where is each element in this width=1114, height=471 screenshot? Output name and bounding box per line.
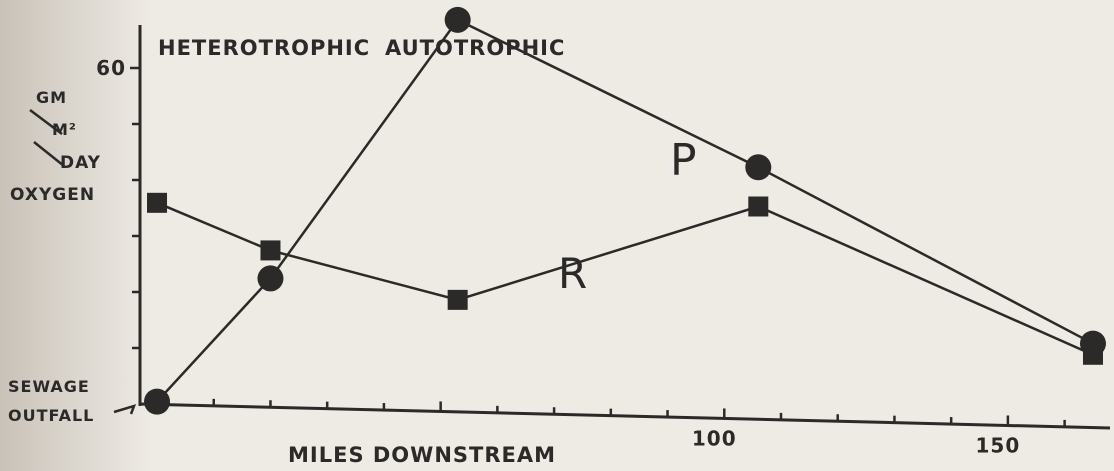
data-point-p — [144, 388, 171, 415]
annotation-sewage: SEWAGE — [8, 377, 90, 396]
x-tick-label: 150 — [976, 433, 1021, 457]
y-label-slash — [33, 141, 65, 167]
series-line-p — [156, 18, 1094, 403]
x-axis — [139, 402, 1111, 430]
data-point-p — [257, 265, 284, 292]
y-label-day: DAY — [60, 153, 101, 173]
data-point-r — [147, 192, 168, 213]
data-point-p — [444, 6, 471, 33]
x-tick-label: 100 — [692, 426, 737, 450]
outfall-arrow — [113, 404, 137, 415]
y-label-oxygen: OXYGEN — [10, 185, 95, 205]
y-axis-label: GM M² DAY OXYGEN — [10, 88, 101, 205]
series-label-r: R — [558, 249, 587, 298]
y-tick-label: 60 — [96, 56, 126, 80]
data-point-r — [447, 289, 468, 310]
data-point-r — [260, 240, 281, 261]
series-line-r — [156, 201, 1094, 356]
annotation-outfall: OUTFALL — [8, 406, 94, 425]
header-autotrophic: AUTOTROPHIC — [385, 36, 565, 60]
data-point-p — [745, 154, 772, 181]
x-axis-label: MILES DOWNSTREAM — [288, 443, 556, 467]
series-label-p: P — [670, 135, 697, 186]
data-point-r — [1082, 344, 1103, 365]
y-label-m2: M² — [52, 120, 77, 139]
y-label-gm: GM — [36, 88, 67, 107]
data-point-r — [748, 196, 769, 217]
header-heterotrophic: HETEROTROPHIC — [158, 36, 370, 60]
y-label-slash — [29, 109, 63, 135]
